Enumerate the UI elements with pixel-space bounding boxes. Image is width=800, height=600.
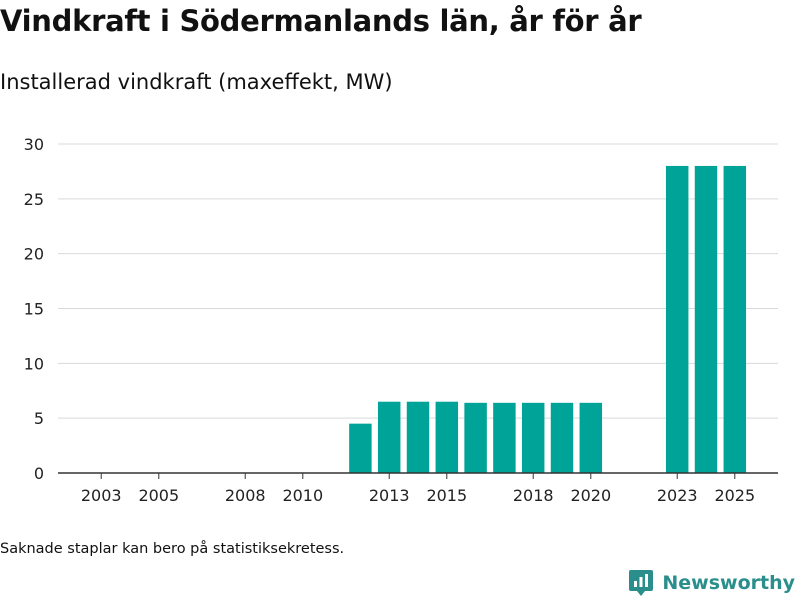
x-tick-label: 2020 (570, 486, 611, 505)
footnote: Saknade staplar kan bero på statistiksek… (0, 541, 345, 557)
bar-2012[interactable] (349, 423, 372, 473)
x-tick-label: 2015 (426, 486, 467, 505)
bar-2017[interactable] (493, 402, 516, 473)
y-tick-label: 5 (34, 409, 44, 428)
bar-2015[interactable] (435, 401, 459, 473)
y-tick-label: 15 (24, 300, 44, 319)
bar-2025[interactable] (723, 165, 747, 473)
bar-2014[interactable] (406, 401, 430, 473)
bar-2018[interactable] (521, 402, 545, 473)
chart-title: Vindkraft i Södermanlands län, år för år (0, 4, 642, 38)
brand-name: Newsworthy (662, 572, 795, 594)
bar-2019[interactable] (550, 402, 574, 473)
newsworthy-logo-icon (629, 570, 654, 596)
bar-2020[interactable] (579, 402, 603, 473)
bar-2013[interactable] (377, 401, 401, 473)
bar-2023[interactable] (665, 165, 689, 473)
x-tick-label: 2018 (513, 486, 554, 505)
x-tick-label: 2008 (225, 486, 266, 505)
y-tick-label: 0 (34, 464, 44, 483)
y-tick-label: 25 (24, 190, 44, 209)
x-tick-label: 2023 (657, 486, 698, 505)
x-tick-label: 2010 (282, 486, 323, 505)
bar-2016[interactable] (464, 402, 487, 473)
x-tick-label: 2013 (369, 486, 410, 505)
bar-2024[interactable] (694, 165, 718, 473)
x-axis-ticks: 2003 2005 2008 2010 2013 2015 2018 2020 2023 2025 (81, 473, 755, 505)
bars (349, 165, 747, 473)
x-tick-label: 2025 (714, 486, 755, 505)
x-tick-label: 2005 (138, 486, 179, 505)
y-axis-ticks: 0 5 10 15 20 25 30 (24, 135, 44, 483)
x-tick-label: 2003 (81, 486, 122, 505)
y-tick-label: 30 (24, 135, 44, 154)
y-tick-label: 10 (24, 354, 44, 373)
chart-subtitle: Installerad vindkraft (maxeffekt, MW) (0, 70, 393, 94)
y-tick-label: 20 (24, 245, 44, 264)
brand-logo[interactable]: Newsworthy (628, 569, 795, 597)
